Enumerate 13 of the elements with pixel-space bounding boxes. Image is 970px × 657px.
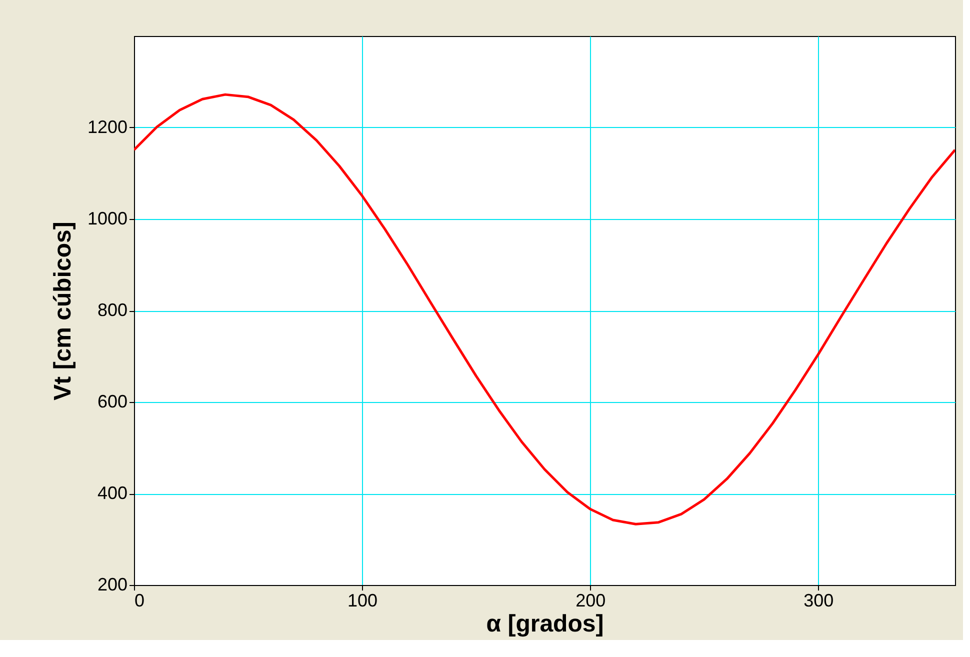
x-axis-title: α [grados] (486, 610, 604, 638)
x-tick-label: 0 (134, 590, 145, 610)
y-tick-label: 200 (97, 574, 128, 594)
x-tick-label: 300 (804, 590, 834, 610)
y-tick-label: 1000 (87, 208, 128, 228)
y-tick-label: 600 (97, 392, 128, 412)
line-series (134, 93, 955, 526)
y-tick-label: 1200 (87, 117, 128, 137)
y-axis-title: Vt [cm cúbicos] (49, 222, 76, 400)
y-tick-label: 400 (97, 483, 128, 503)
x-tick-label: 100 (348, 590, 378, 610)
x-tick-label: 200 (576, 590, 606, 610)
y-tick-label: 800 (97, 300, 128, 320)
